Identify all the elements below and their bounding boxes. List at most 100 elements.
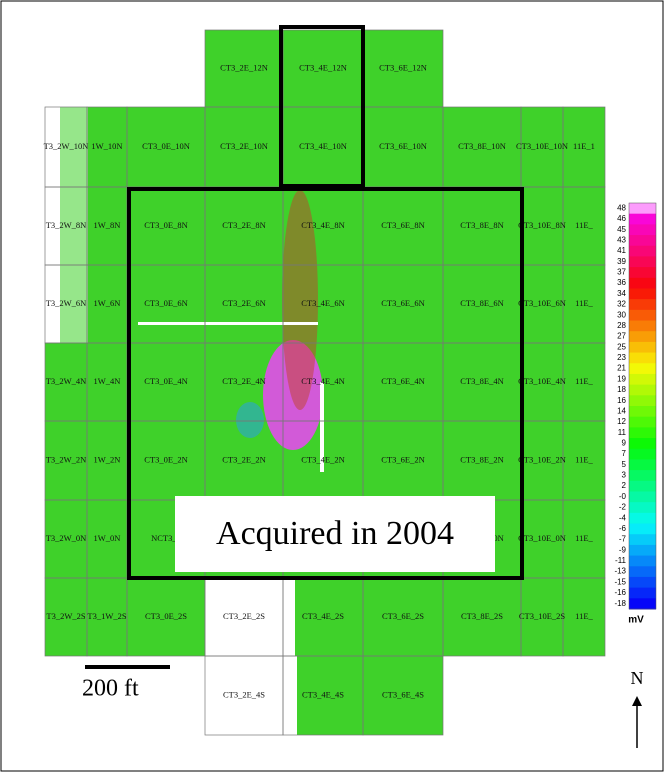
colorbar-segment: [629, 235, 656, 246]
cell-label: CT3_8E_10N: [458, 141, 506, 151]
colorbar-segment: [629, 427, 656, 438]
colorbar-segment: [629, 256, 656, 267]
colorbar-segment: [629, 278, 656, 289]
cell-label: 11E_: [575, 298, 593, 308]
cell-label: T3_2W_6N: [46, 298, 87, 308]
colorbar-label: 36: [617, 278, 626, 287]
colorbar-segment: [629, 513, 656, 524]
colorbar-segment: [629, 534, 656, 545]
colorbar-label: -13: [614, 567, 626, 576]
survey-map: CT3_2E_12NCT3_4E_12NCT3_6E_12NT3_2W_10N1…: [0, 0, 664, 772]
cell-label: 11E_: [575, 454, 593, 464]
colorbar-label: -11: [615, 556, 627, 565]
colorbar-segment: [629, 566, 656, 577]
cell-label: CT3_6E_6N: [381, 298, 424, 308]
colorbar-segment: [629, 310, 656, 321]
cell-label: CT3_4E_4S: [302, 689, 344, 699]
cell-label: CT3_0E_6N: [144, 298, 187, 308]
colorbar-label: 28: [617, 321, 626, 330]
colorbar-segment: [629, 385, 656, 396]
colorbar-segment: [629, 214, 656, 225]
colorbar-label: 25: [617, 342, 626, 351]
cell-label: CT3_6E_2N: [381, 454, 424, 464]
colorbar-segment: [629, 267, 656, 278]
colorbar-label: 23: [617, 353, 626, 362]
cell-label: CT3_8E_8N: [460, 220, 503, 230]
colorbar-segment: [629, 588, 656, 599]
colorbar-label: 14: [617, 406, 626, 415]
cell-label: CT3_8E_2S: [461, 611, 503, 621]
colorbar-segment: [629, 395, 656, 406]
cell-label: 1W_6N: [94, 298, 121, 308]
cell-label: 11E_1: [573, 141, 595, 151]
cell-label: CT3_2E_8N: [222, 220, 265, 230]
cell-label: 11E_: [575, 376, 593, 386]
colorbar-label: -7: [619, 535, 627, 544]
colorbar-label: 9: [622, 439, 627, 448]
cell-label: CT3_8E_2N: [460, 454, 503, 464]
colorbar-label: 27: [617, 332, 626, 341]
cell-label: CT3_4E_4N: [301, 376, 344, 386]
cell-label: T3_2W_0N: [46, 533, 87, 543]
colorbar-segment: [629, 331, 656, 342]
colorbar-segment: [629, 598, 656, 609]
colorbar-segment: [629, 438, 656, 449]
colorbar-label: 5: [622, 460, 627, 469]
colorbar-label: 37: [617, 268, 626, 277]
colorbar-segment: [629, 299, 656, 310]
cell-label: T3_2W_4N: [46, 376, 87, 386]
colorbar: 4846454341393736343230282725232119181614…: [614, 203, 656, 610]
north-label: N: [631, 668, 644, 688]
colorbar-segment: [629, 491, 656, 502]
cell-label: CT3_4E_8N: [301, 220, 344, 230]
colorbar-segment: [629, 363, 656, 374]
cell-label: T3_1W_2S: [87, 611, 126, 621]
colorbar-unit: mV: [628, 615, 644, 626]
colorbar-label: 2: [622, 481, 627, 490]
cell-label: CT3_6E_10N: [379, 141, 427, 151]
cell-label: CT3_10E_4N: [518, 376, 566, 386]
colorbar-label: -9: [619, 545, 627, 554]
cell-label: 1W_8N: [94, 220, 121, 230]
colorbar-label: 39: [617, 257, 626, 266]
cell-label: CT3_0E_2N: [144, 454, 187, 464]
colorbar-label: 30: [617, 310, 626, 319]
cell-label: CT3_2E_6N: [222, 298, 265, 308]
colorbar-label: -15: [614, 577, 626, 586]
cell-label: CT3_6E_12N: [379, 62, 427, 72]
colorbar-segment: [629, 417, 656, 428]
cell-label: 1W_10N: [91, 141, 122, 151]
cell-label: CT3_2E_12N: [220, 62, 268, 72]
colorbar-segment: [629, 224, 656, 235]
cell-label: 11E_: [575, 611, 593, 621]
colorbar-label: -16: [614, 588, 626, 597]
colorbar-label: -2: [619, 503, 627, 512]
colorbar-segment: [629, 342, 656, 353]
cell-label: 11E_: [575, 220, 593, 230]
cell-label: CT3_10E_2S: [519, 611, 566, 621]
colorbar-label: -0: [619, 492, 627, 501]
colorbar-segment: [629, 246, 656, 257]
colorbar-label: 3: [622, 471, 627, 480]
colorbar-segment: [629, 353, 656, 364]
cell-label: CT3_6E_4S: [382, 689, 424, 699]
cell-label: CT3_0E_4N: [144, 376, 187, 386]
cell-label: 1W_4N: [94, 376, 121, 386]
cell-label: CT3_2E_10N: [220, 141, 268, 151]
cell-label: CT3_2E_2S: [223, 611, 265, 621]
colorbar-label: -6: [619, 524, 627, 533]
colorbar-label: -18: [614, 599, 626, 608]
colorbar-label: 19: [617, 374, 626, 383]
cell-label: CT3_10E_10N: [516, 141, 568, 151]
cell-label: CT3_4E_6N: [301, 298, 344, 308]
cell-label: CT3_4E_2N: [301, 454, 344, 464]
colorbar-label: 46: [617, 214, 626, 223]
cell-label: CT3_10E_0N: [518, 533, 566, 543]
colorbar-label: 43: [617, 236, 626, 245]
colorbar-segment: [629, 556, 656, 567]
colorbar-label: 11: [618, 428, 627, 437]
cell-label: CT3_4E_12N: [299, 62, 347, 72]
cell-label: CT3_4E_2S: [302, 611, 344, 621]
colorbar-segment: [629, 481, 656, 492]
colorbar-label: 45: [617, 225, 626, 234]
